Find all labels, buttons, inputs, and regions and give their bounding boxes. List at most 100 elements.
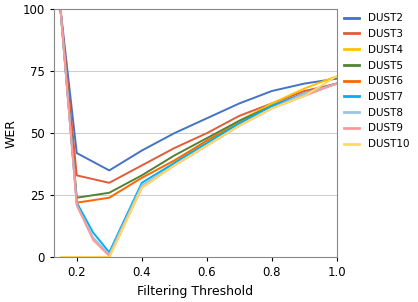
DUST3 [74,174,79,177]
Legend: DUST2, DUST3, DUST4, DUST5, DUST6, DUST7, DUST8, DUST9, DUST10: DUST2, DUST3, DUST4, DUST5, DUST6, DUST7… [340,9,413,153]
DUST3 [139,164,144,167]
DUST8 [91,236,96,239]
DUST3 [334,82,339,85]
DUST7 [237,121,242,125]
DUST2 [302,82,307,85]
Y-axis label: WER: WER [4,119,17,148]
DUST7 [91,231,96,234]
DUST8 [139,184,144,187]
DUST3 [302,89,307,93]
DUST10 [91,255,96,259]
DUST3 [107,181,112,185]
DUST5 [302,92,307,95]
DUST6 [58,7,63,11]
DUST9 [204,144,209,147]
DUST7 [302,92,307,95]
DUST4 [74,255,79,259]
DUST4 [334,74,339,78]
DUST8 [172,164,177,167]
Line: DUST4: DUST4 [61,76,337,257]
Line: DUST7: DUST7 [61,9,337,252]
DUST6 [334,82,339,85]
DUST9 [74,203,79,207]
Line: DUST10: DUST10 [61,76,337,257]
DUST9 [91,238,96,242]
DUST4 [237,119,242,123]
DUST10 [204,144,209,147]
DUST4 [58,255,63,259]
DUST7 [172,161,177,165]
Line: DUST3: DUST3 [61,9,337,183]
DUST8 [237,124,242,127]
DUST4 [107,255,112,259]
DUST6 [204,139,209,143]
DUST8 [107,253,112,257]
DUST6 [139,176,144,180]
Line: DUST5: DUST5 [61,9,337,198]
DUST4 [269,102,274,105]
DUST2 [269,89,274,93]
DUST9 [237,124,242,127]
DUST3 [269,102,274,105]
DUST9 [269,107,274,110]
DUST7 [58,7,63,11]
DUST5 [107,191,112,194]
DUST9 [334,82,339,85]
DUST7 [269,104,274,108]
Line: DUST8: DUST8 [61,9,337,255]
DUST10 [139,186,144,190]
DUST3 [172,146,177,150]
DUST10 [74,255,79,259]
DUST2 [172,131,177,135]
DUST2 [334,77,339,80]
DUST8 [74,203,79,207]
DUST10 [237,124,242,127]
DUST6 [237,121,242,125]
DUST10 [58,255,63,259]
DUST5 [237,119,242,123]
DUST8 [204,144,209,147]
DUST10 [302,94,307,98]
DUST5 [74,196,79,200]
Line: DUST2: DUST2 [61,9,337,170]
DUST3 [237,114,242,118]
DUST4 [91,255,96,259]
DUST5 [334,82,339,85]
DUST6 [269,104,274,108]
DUST3 [204,131,209,135]
DUST4 [204,139,209,143]
DUST5 [172,154,177,157]
DUST8 [334,82,339,85]
DUST4 [172,161,177,165]
DUST2 [204,117,209,120]
DUST6 [107,196,112,200]
DUST8 [58,7,63,11]
DUST9 [302,94,307,98]
DUST6 [302,92,307,95]
DUST4 [139,186,144,190]
DUST9 [58,7,63,11]
Line: DUST9: DUST9 [61,9,337,256]
DUST10 [107,255,112,259]
DUST7 [334,82,339,85]
DUST7 [107,250,112,254]
X-axis label: Filtering Threshold: Filtering Threshold [138,285,253,298]
DUST5 [204,137,209,140]
DUST2 [58,7,63,11]
DUST2 [139,149,144,153]
DUST10 [269,107,274,110]
DUST4 [302,87,307,90]
Line: DUST6: DUST6 [61,9,337,203]
DUST8 [302,92,307,95]
DUST2 [74,151,79,155]
DUST7 [204,141,209,145]
DUST2 [237,102,242,105]
DUST9 [107,254,112,258]
DUST6 [172,159,177,162]
DUST10 [172,164,177,167]
DUST8 [269,107,274,110]
DUST5 [269,104,274,108]
DUST2 [107,169,112,172]
DUST5 [58,7,63,11]
DUST9 [139,186,144,190]
